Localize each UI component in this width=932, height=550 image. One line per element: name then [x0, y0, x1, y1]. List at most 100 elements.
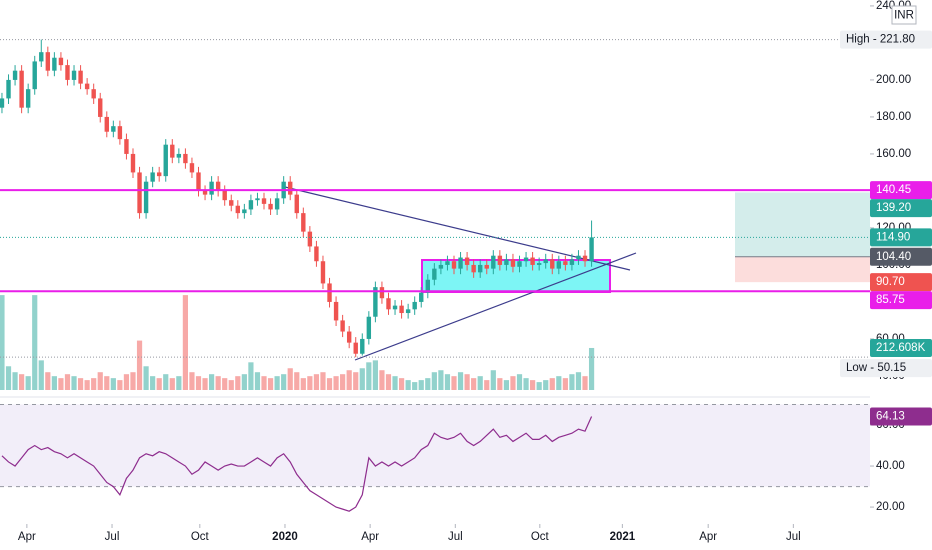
- candle-body: [98, 98, 103, 117]
- volume-bar: [235, 376, 241, 390]
- trend-line: [284, 186, 631, 271]
- candle-body: [386, 298, 391, 310]
- volume-bar: [562, 378, 568, 390]
- volume-bar: [372, 360, 378, 390]
- loss-zone: [735, 256, 870, 283]
- candle-body: [556, 261, 562, 269]
- candle-body: [438, 264, 444, 269]
- price-tag: 85.75: [876, 294, 905, 306]
- candle-body: [517, 261, 522, 267]
- volume-bar: [51, 376, 57, 390]
- candle-body: [274, 198, 280, 210]
- candle-body: [91, 89, 96, 99]
- volume-bar: [484, 380, 490, 390]
- volume-bar: [510, 376, 516, 390]
- candle-body: [248, 200, 254, 210]
- volume-bar: [117, 380, 123, 390]
- candle-body: [320, 261, 326, 284]
- volume-bar: [556, 376, 562, 390]
- volume-bar: [58, 378, 64, 390]
- x-tick-label: Apr: [361, 531, 379, 543]
- price-tag: 104.40: [876, 251, 911, 263]
- candle-body: [65, 65, 70, 80]
- volume-bar: [123, 374, 130, 390]
- volume-bar: [64, 374, 71, 390]
- price-tag-bg: [870, 291, 932, 310]
- y-tick-label: 180.00: [876, 111, 911, 123]
- volume-bar: [294, 372, 300, 390]
- volume-bar: [156, 378, 162, 390]
- volume-bar: [497, 378, 503, 390]
- candle-body: [84, 83, 90, 90]
- rsi-tag: 64.13: [876, 411, 905, 423]
- volume-bar: [77, 378, 84, 390]
- volume-bar: [287, 368, 293, 390]
- volume-bar: [163, 374, 169, 390]
- volume-bar: [412, 382, 418, 390]
- volume-bar: [569, 374, 575, 390]
- volume-bar: [326, 378, 333, 390]
- price-tag-bg: [870, 181, 932, 200]
- volume-bar: [19, 374, 25, 390]
- candle-body: [268, 203, 273, 210]
- volume-bar: [241, 374, 247, 390]
- currency: INR: [894, 10, 914, 22]
- rsi-tick-label: 40.00: [876, 460, 905, 472]
- volume-bar: [379, 370, 385, 390]
- volume-bar: [405, 380, 411, 390]
- volume-bar: [12, 372, 18, 390]
- volume-bar: [444, 374, 451, 390]
- volume-bar: [346, 370, 352, 390]
- candle-body: [314, 246, 319, 262]
- volume-bar: [438, 370, 444, 390]
- candle-body: [484, 264, 489, 269]
- candle-body: [6, 79, 11, 99]
- volume-bar: [222, 378, 228, 390]
- volume-tag-bg: [870, 338, 932, 357]
- candle-body: [25, 89, 31, 108]
- candle-body: [399, 305, 404, 314]
- candle-body: [523, 257, 529, 262]
- volume-bar: [38, 360, 44, 390]
- candle-body: [366, 316, 372, 339]
- candle-body: [550, 259, 555, 269]
- volume-bar: [130, 372, 136, 390]
- volume-bar: [425, 378, 431, 390]
- candle-body: [156, 172, 162, 177]
- candle-body: [582, 255, 588, 262]
- candle-body: [215, 181, 221, 191]
- candle-body: [19, 70, 24, 108]
- volume-bar: [366, 362, 372, 390]
- candle-body: [471, 264, 476, 273]
- candle-body: [373, 287, 378, 317]
- price-tag: 139.20: [876, 202, 911, 214]
- volume-bar: [136, 340, 143, 390]
- candle-body: [458, 257, 463, 269]
- candle-body: [576, 255, 581, 260]
- x-tick-label: Jul: [448, 531, 463, 543]
- candle-body: [163, 144, 168, 177]
- candle-body: [419, 292, 424, 302]
- volume-bar: [248, 362, 254, 390]
- volume-bar: [523, 378, 529, 390]
- volume-bar: [91, 378, 97, 390]
- volume-bar: [543, 380, 549, 390]
- volume-bar: [195, 376, 202, 390]
- candle-body: [58, 57, 64, 66]
- rsi-band: [0, 404, 870, 487]
- price-tag: 90.70: [876, 276, 905, 288]
- candle-body: [405, 309, 411, 314]
- x-tick-label: Oct: [531, 531, 550, 543]
- candle-body: [137, 172, 142, 214]
- candle-body: [589, 237, 594, 262]
- candle-body: [242, 209, 247, 214]
- candle-body: [104, 116, 109, 132]
- candle-body: [143, 181, 149, 214]
- volume-bar: [176, 376, 182, 390]
- x-tick-label: 2021: [610, 531, 636, 543]
- candle-body: [412, 301, 417, 310]
- volume-bar: [97, 372, 103, 390]
- low-label: Low - 50.15: [846, 362, 906, 374]
- candle-body: [569, 259, 575, 265]
- volume-bar: [0, 295, 5, 390]
